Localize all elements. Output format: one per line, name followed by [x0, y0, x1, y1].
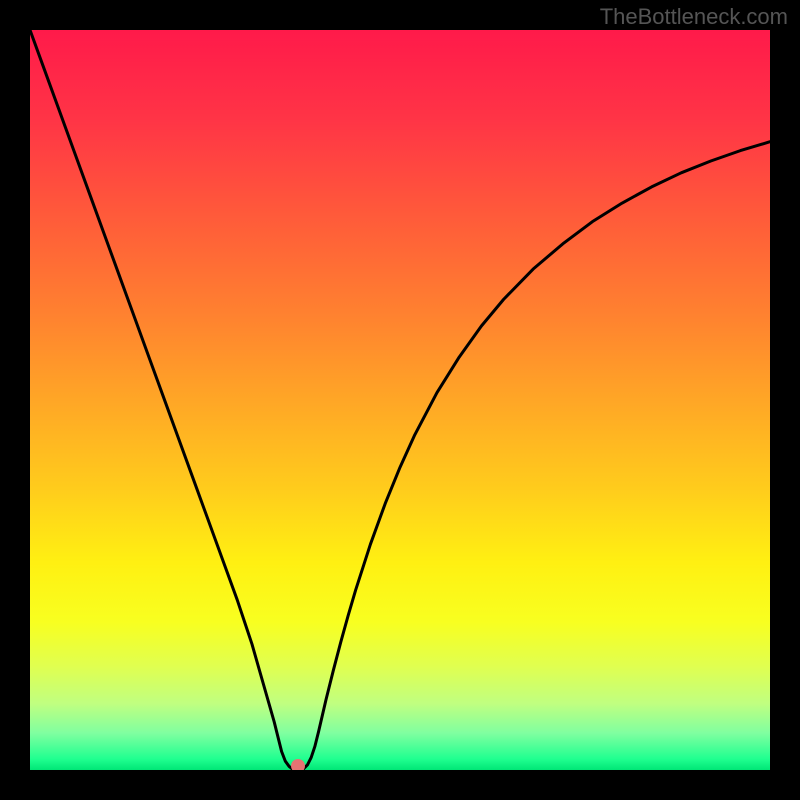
- plot-area: [30, 30, 770, 770]
- watermark-text: TheBottleneck.com: [600, 4, 788, 30]
- bottleneck-curve: [30, 30, 770, 770]
- optimal-point-marker: [291, 759, 305, 770]
